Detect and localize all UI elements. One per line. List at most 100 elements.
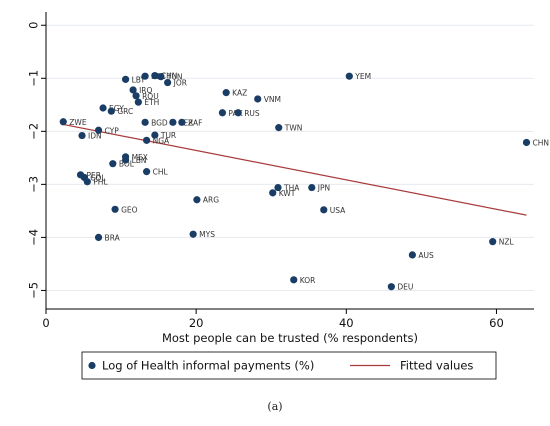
- point-label: YEM: [354, 72, 371, 81]
- point-label: LBN: [132, 156, 147, 165]
- data-point: [489, 238, 497, 246]
- data-point: [134, 98, 142, 106]
- x-axis: 0 20 40 60: [42, 308, 534, 330]
- point-label: ZWE: [69, 118, 87, 127]
- point-label: TUR: [160, 131, 176, 140]
- data-point: [94, 233, 103, 242]
- point-label: KWT: [279, 189, 296, 198]
- legend-label-fitted: Fitted values: [400, 359, 473, 373]
- data-point: [169, 118, 177, 126]
- y-tick-label: −4: [27, 229, 41, 246]
- point-label: EGY: [109, 104, 124, 113]
- data-point: [387, 283, 395, 291]
- data-point: [143, 136, 151, 144]
- x-tick-label: 40: [339, 316, 354, 330]
- point-label: TWN: [284, 124, 303, 133]
- data-point: [408, 251, 416, 259]
- data-point: [269, 189, 277, 197]
- data-point: [222, 89, 230, 97]
- point-label: CHN: [532, 138, 549, 147]
- y-tick-label: −2: [27, 123, 41, 140]
- point-label: KOR: [300, 276, 316, 285]
- point-label: PER: [179, 118, 193, 127]
- point-label: GEO: [121, 205, 138, 214]
- point-label: BRA: [105, 233, 121, 242]
- data-point: [141, 118, 149, 126]
- point-label: KAZ: [232, 89, 247, 98]
- point-label: NZL: [499, 238, 515, 247]
- data-point: [157, 73, 165, 81]
- data-point: [151, 72, 159, 80]
- data-point: [193, 196, 201, 204]
- point-label: ZAF: [188, 118, 203, 127]
- point-label: BGD: [151, 118, 168, 127]
- data-point: [109, 160, 117, 168]
- legend: Log of Health informal payments (%) Fitt…: [81, 351, 497, 380]
- point-label: JOR: [173, 79, 187, 88]
- point-label: JPN: [317, 184, 330, 193]
- point-label: IRQ: [139, 86, 152, 95]
- data-point: [141, 72, 149, 80]
- points-layer: ZWEIDNCYPEGYGRCLBYIRQROUETHPSECHNTUNJORB…: [59, 72, 549, 292]
- fitted-line: [63, 123, 527, 216]
- data-point: [121, 75, 130, 83]
- point-label: GRC: [117, 107, 133, 116]
- x-tick-label: 0: [42, 316, 49, 330]
- legend-marker-icon: [88, 361, 96, 370]
- data-point: [129, 86, 137, 94]
- point-label: MYS: [199, 230, 215, 239]
- data-point: [522, 138, 531, 147]
- data-point: [151, 131, 159, 139]
- data-point: [121, 156, 130, 164]
- data-point: [234, 109, 242, 117]
- legend-box: [81, 351, 497, 380]
- x-axis-label: Most people can be trusted (% respondent…: [162, 331, 418, 345]
- point-label: THA: [283, 184, 300, 193]
- data-point: [94, 126, 103, 134]
- data-point: [78, 131, 86, 140]
- data-point: [143, 168, 151, 176]
- point-label: LBY: [132, 75, 146, 84]
- y-tick-label: −5: [27, 282, 41, 299]
- y-tick-label: 0: [27, 22, 41, 29]
- data-point: [164, 78, 172, 87]
- point-label: ETH: [144, 98, 159, 107]
- legend-label-points: Log of Health informal payments (%): [102, 359, 314, 373]
- y-tick-label: −1: [27, 70, 41, 87]
- y-axis: 0 −1 −2 −3 −4 −5: [27, 12, 47, 309]
- data-point: [107, 107, 115, 115]
- point-label: CHL: [153, 168, 169, 177]
- data-point: [290, 276, 298, 284]
- x-tick-label: 60: [489, 316, 504, 330]
- data-point: [178, 118, 186, 126]
- point-label: CHN: [161, 72, 178, 81]
- point-label: MEX: [132, 153, 148, 162]
- point-label: ARG: [203, 196, 219, 205]
- data-point: [275, 124, 283, 132]
- point-label: BOL: [119, 160, 135, 169]
- x-tick-label: 20: [189, 316, 204, 330]
- point-label: NGA: [153, 136, 170, 145]
- data-point: [99, 104, 107, 112]
- point-label: RUS: [244, 109, 260, 118]
- data-point: [308, 183, 316, 192]
- point-label: AUS: [418, 251, 434, 260]
- point-label: PHL: [93, 178, 108, 187]
- point-label: COL: [90, 173, 106, 182]
- data-point: [189, 230, 197, 238]
- data-point: [111, 205, 119, 213]
- data-point: [345, 72, 353, 80]
- fitted-line-layer: [63, 123, 527, 216]
- figure-caption: (a): [267, 400, 283, 413]
- point-label: IDN: [88, 132, 102, 141]
- data-point: [254, 95, 262, 103]
- point-label: PER: [87, 171, 101, 180]
- point-label: VNM: [264, 95, 281, 104]
- point-label: TUN: [166, 73, 183, 82]
- y-tick-label: −3: [27, 176, 41, 193]
- data-point: [83, 178, 91, 186]
- point-label: ROU: [142, 92, 159, 101]
- data-point: [218, 109, 227, 117]
